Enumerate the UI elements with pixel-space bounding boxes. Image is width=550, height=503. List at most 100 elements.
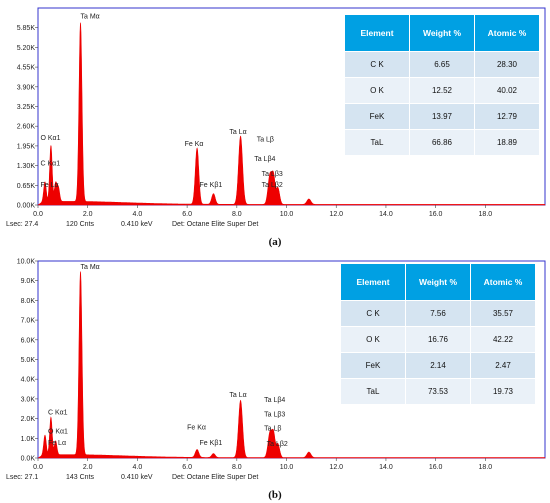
- cell-weight: 12.52: [410, 78, 474, 103]
- peak-label: Ta Lβ: [264, 425, 281, 432]
- x-tick-label: 18.0: [479, 211, 493, 218]
- peak-label: C Kα1: [48, 410, 68, 417]
- x-tick-label: 4.0: [133, 211, 143, 218]
- peak-label: Ta Lβ3: [264, 412, 285, 419]
- y-tick-label: 3.0K: [21, 396, 36, 403]
- x-tick-label: 12.0: [329, 211, 343, 218]
- cell-atomic: 12.79: [475, 104, 539, 129]
- table-row: C K 6.65 28.30: [345, 52, 539, 77]
- status-detector: Det: Octane Elite Super Det: [172, 474, 259, 481]
- peak-label: Fe Lα: [48, 440, 66, 447]
- table-row: FeK 13.97 12.79: [345, 104, 539, 129]
- composition-table: Element Weight % Atomic % C K 7.56 35.57…: [340, 263, 536, 405]
- x-tick-label: 14.0: [379, 211, 393, 218]
- peak-label: Fe Lα: [40, 182, 58, 189]
- cell-element: FeK: [345, 104, 409, 129]
- peak-label: Fe Kβ1: [200, 182, 223, 189]
- spectrum-panel-a: 0.0 2.0 4.0 6.0 8.0 10.0 12.0 14.0 16.0 18.0 0.00K…: [0, 0, 550, 250]
- y-tick-label: 6.0K: [21, 337, 36, 344]
- figure-caption: (a): [0, 236, 550, 248]
- y-tick-label: 0.0K: [21, 456, 36, 463]
- y-tick-label: 2.0K: [21, 416, 36, 423]
- cell-element: C K: [345, 52, 409, 77]
- cell-element: O K: [341, 327, 405, 352]
- peak-label: Fe Kα: [185, 141, 204, 148]
- y-tick-label: 5.20K: [17, 45, 36, 52]
- peak-label: Ta Mα: [80, 14, 99, 21]
- y-tick-label: 10.0K: [17, 259, 36, 266]
- peak-label: Fe Kβ1: [200, 440, 223, 447]
- caption-label: (b): [268, 489, 282, 501]
- caption-label: (a): [268, 236, 282, 248]
- status-kev: 0.410 keV: [121, 221, 153, 228]
- table-row: FeK 2.14 2.47: [341, 353, 535, 378]
- peak-label: Ta Lα: [229, 392, 246, 399]
- y-tick-label: 5.0K: [21, 357, 36, 364]
- x-tick-label: 10.0: [280, 211, 294, 218]
- x-tick-label: 0.0: [33, 464, 43, 471]
- status-counts: 143 Cnts: [66, 474, 95, 481]
- table-row: O K 12.52 40.02: [345, 78, 539, 103]
- cell-weight: 6.65: [410, 52, 474, 77]
- status-detector: Det: Octane Elite Super Det: [172, 221, 259, 228]
- x-tick-label: 10.0: [280, 464, 294, 471]
- x-tick-label: 2.0: [83, 211, 93, 218]
- cell-element: C K: [341, 301, 405, 326]
- y-tick-label: 4.0K: [21, 377, 36, 384]
- status-kev: 0.410 keV: [121, 474, 153, 481]
- peak-label: Ta Lβ4: [264, 397, 285, 404]
- status-lsec: Lsec: 27.1: [6, 474, 39, 481]
- cell-element: O K: [345, 78, 409, 103]
- status-counts: 120 Cnts: [66, 221, 95, 228]
- y-tick-label: 3.90K: [17, 84, 36, 91]
- cell-element: FeK: [341, 353, 405, 378]
- cell-weight: 7.56: [406, 301, 470, 326]
- x-tick-label: 8.0: [232, 464, 242, 471]
- header-atomic: Atomic %: [471, 264, 535, 300]
- peak-label: Ta Mα: [80, 264, 99, 271]
- table-header-row: Element Weight % Atomic %: [341, 264, 535, 300]
- table-row: O K 16.76 42.22: [341, 327, 535, 352]
- spectrum-area: [37, 22, 546, 206]
- y-tick-label: 5.85K: [17, 25, 36, 32]
- cell-weight: 66.86: [410, 130, 474, 155]
- x-tick-label: 16.0: [429, 211, 443, 218]
- status-lsec: Lsec: 27.4: [6, 221, 39, 228]
- peak-label: Ta Lβ: [257, 136, 274, 143]
- cell-atomic: 42.22: [471, 327, 535, 352]
- peak-label: O Kα1: [48, 428, 68, 435]
- x-tick-label: 18.0: [479, 464, 493, 471]
- x-tick-label: 0.0: [33, 211, 43, 218]
- peak-label: Ta Lβ3: [262, 171, 283, 178]
- y-tick-label: 2.60K: [17, 124, 36, 131]
- table-row: C K 7.56 35.57: [341, 301, 535, 326]
- x-tick-label: 4.0: [133, 464, 143, 471]
- header-weight: Weight %: [410, 15, 474, 51]
- x-tick-label: 8.0: [232, 211, 242, 218]
- x-tick-label: 16.0: [429, 464, 443, 471]
- cell-atomic: 35.57: [471, 301, 535, 326]
- x-tick-label: 6.0: [182, 464, 192, 471]
- y-tick-label: 1.95K: [17, 143, 36, 150]
- table-row: TaL 66.86 18.89: [345, 130, 539, 155]
- peak-label: C Kα1: [40, 161, 60, 168]
- x-tick-label: 14.0: [379, 464, 393, 471]
- y-tick-label: 4.55K: [17, 65, 36, 72]
- peak-label: O Kα1: [40, 135, 60, 142]
- peak-label: Ta Lα: [229, 129, 246, 136]
- cell-weight: 73.53: [406, 379, 470, 404]
- cell-atomic: 18.89: [475, 130, 539, 155]
- cell-atomic: 19.73: [471, 379, 535, 404]
- peak-label: Ta Lβ2: [267, 441, 288, 448]
- y-tick-label: 0.65K: [17, 183, 36, 190]
- cell-element: TaL: [345, 130, 409, 155]
- spectrum-panel-b: 0.0 2.0 4.0 6.0 8.0 10.0 12.0 14.0 16.0 18.0 0.0K 1…: [0, 253, 550, 503]
- y-tick-label: 9.0K: [21, 278, 36, 285]
- cell-atomic: 40.02: [475, 78, 539, 103]
- y-tick-label: 1.30K: [17, 163, 36, 170]
- cell-atomic: 2.47: [471, 353, 535, 378]
- y-tick-label: 8.0K: [21, 298, 36, 305]
- cell-element: TaL: [341, 379, 405, 404]
- header-element: Element: [341, 264, 405, 300]
- y-tick-label: 0.00K: [17, 203, 36, 210]
